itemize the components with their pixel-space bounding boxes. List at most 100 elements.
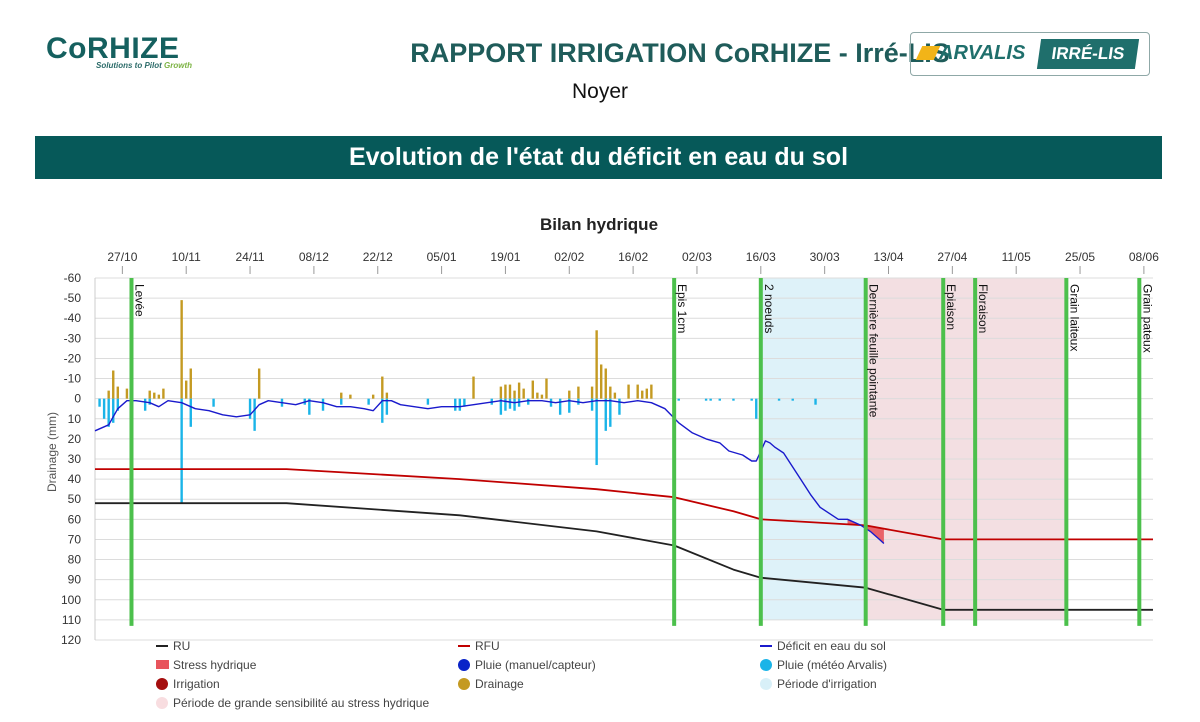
x-tick-label: 16/03 <box>746 250 776 264</box>
drainage-bar <box>613 392 617 399</box>
rain-meteo-bar <box>618 398 621 415</box>
y-tick-label: 30 <box>68 452 82 466</box>
rain-meteo-bar <box>718 398 721 401</box>
tagline-main: Solutions to Pilot <box>96 61 162 70</box>
rain-meteo-bar <box>426 398 430 405</box>
arvalis-mark-icon <box>915 46 941 60</box>
x-tick-label: 24/11 <box>235 250 264 264</box>
series-line <box>95 468 1153 541</box>
drainage-bar <box>595 330 598 399</box>
rain-meteo-bar <box>527 398 530 405</box>
rain-meteo-bar <box>590 398 594 411</box>
legend-swatch <box>760 659 772 671</box>
x-tick-label: 27/10 <box>107 250 137 264</box>
legend-label: Pluie (manuel/capteur) <box>475 658 596 672</box>
stage-label: Floraison <box>976 284 990 333</box>
rain-meteo-bar <box>755 398 758 419</box>
drainage-bar <box>627 384 630 399</box>
rain-meteo-bar <box>454 398 457 411</box>
page-subtitle: Noyer <box>571 80 629 103</box>
rain-meteo-bar <box>308 398 311 415</box>
y-tick-label: 80 <box>68 553 82 567</box>
rain-meteo-bar <box>112 398 115 423</box>
drainage-bar <box>650 384 653 399</box>
drainage-bar <box>540 394 544 399</box>
y-tick-label: -50 <box>64 291 82 305</box>
section-banner: Evolution de l'état du déficit en eau du… <box>35 136 1162 179</box>
stage-label: 2 noeuds <box>762 284 776 333</box>
x-tick-label: 16/02 <box>618 250 648 264</box>
legend-label: Irrigation <box>173 677 220 691</box>
drainage-bar <box>517 382 521 399</box>
rain-meteo-bar <box>463 398 466 407</box>
x-tick-label: 02/03 <box>682 250 712 264</box>
rain-meteo-bar <box>180 398 183 504</box>
drainage-bar <box>180 300 183 399</box>
rain-meteo-bar <box>107 398 110 427</box>
drainage-bar <box>641 390 644 399</box>
y-tick-label: 20 <box>68 432 82 446</box>
legend-swatch <box>156 678 168 690</box>
chart-title: Bilan hydrique <box>540 215 658 234</box>
y-tick-label: -30 <box>64 331 82 345</box>
rain-meteo-bar <box>143 398 147 411</box>
drainage-bar <box>599 364 603 399</box>
rain-meteo-bar <box>568 398 571 413</box>
rain-meteo-bar <box>750 398 753 401</box>
drainage-bar <box>645 388 649 399</box>
drainage-bar <box>636 384 639 399</box>
corhize-logo: CoRHIZE Solutions to Pilot Growth <box>46 34 216 74</box>
rain-meteo-bar <box>709 398 712 401</box>
rain-meteo-bar <box>189 398 192 427</box>
legend-swatch <box>760 678 772 690</box>
rain-meteo-bar <box>253 398 256 431</box>
stress-hydrique-area <box>847 519 884 544</box>
rain-meteo-bar <box>148 398 151 405</box>
y-tick-label: 10 <box>68 412 82 426</box>
x-tick-label: 10/11 <box>172 250 201 264</box>
arvalis-logo-text: ARVALIS <box>939 42 1026 64</box>
legend-swatch <box>156 697 168 709</box>
y-tick-label: 50 <box>68 492 82 506</box>
legend-swatch <box>156 660 169 669</box>
y-tick-label: 40 <box>68 472 82 486</box>
drainage-bar <box>340 392 343 399</box>
rain-meteo-bar <box>604 398 607 431</box>
y-tick-label: 70 <box>68 532 82 546</box>
x-tick-label: 22/12 <box>363 250 393 264</box>
stage-label: Epiaison <box>944 284 958 330</box>
drainage-bar <box>513 390 516 399</box>
page-title: RAPPORT IRRIGATION CoRHIZE - Irré-LIS <box>0 38 1120 69</box>
drainage-bar <box>257 368 261 399</box>
y-tick-label: -40 <box>64 311 82 325</box>
drainage-bar <box>112 370 115 399</box>
drainage-bar <box>157 394 161 399</box>
x-tick-label: 11/05 <box>1002 250 1031 264</box>
rain-meteo-bar <box>499 398 503 415</box>
stage-label: Grain laiteux <box>1067 284 1081 351</box>
x-tick-label: 08/06 <box>1129 250 1159 264</box>
drainage-bar <box>153 392 156 399</box>
drainage-bar <box>107 390 110 399</box>
arvalis-irrelis-logo: ARVALIS IRRÉ-LIS <box>910 32 1150 76</box>
drainage-bar <box>385 392 389 399</box>
drainage-bar <box>499 386 503 399</box>
legend-label: Stress hydrique <box>173 658 257 672</box>
x-tick-label: 27/04 <box>937 250 967 264</box>
drainage-bar <box>472 376 475 399</box>
drainage-bar <box>536 392 539 399</box>
stage-label: Dernière feuille pointante <box>867 284 881 418</box>
y-tick-label: -60 <box>64 271 82 285</box>
legend-label: Période d'irrigation <box>777 677 877 691</box>
drainage-bar <box>522 388 525 399</box>
rain-meteo-bar <box>102 398 106 419</box>
legend-swatch <box>458 678 470 690</box>
y-tick-label: 120 <box>61 633 81 647</box>
legend-label: RU <box>173 639 190 653</box>
rain-meteo-bar <box>732 398 735 401</box>
rain-meteo-bar <box>212 398 215 407</box>
rain-meteo-bar <box>381 398 384 423</box>
series-line <box>94 399 885 545</box>
drainage-bar <box>531 380 534 399</box>
legend-label: RFU <box>475 639 500 653</box>
